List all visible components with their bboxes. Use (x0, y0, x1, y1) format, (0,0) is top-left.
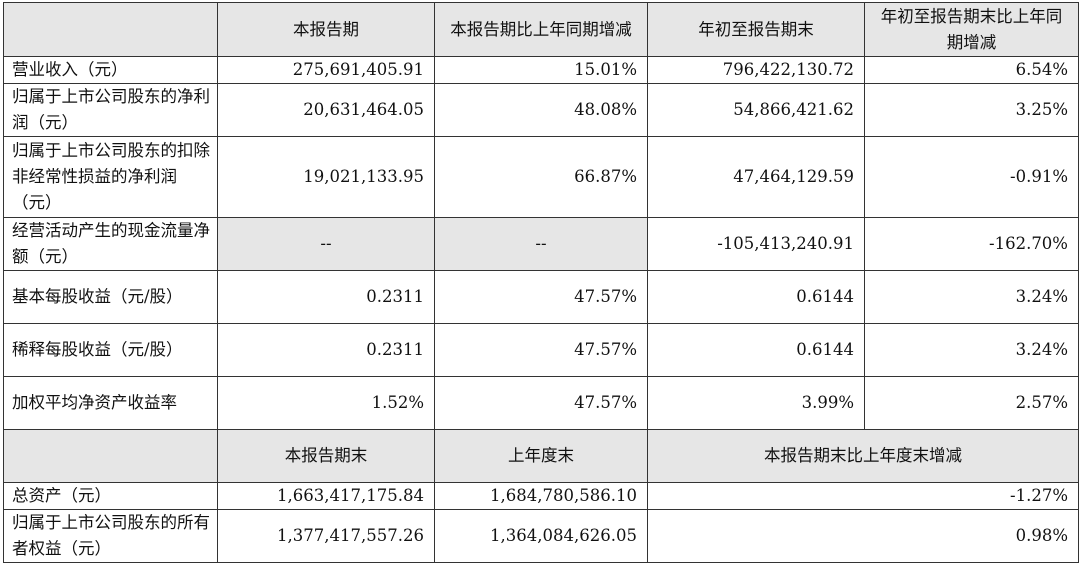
cell-value: 1,377,417,557.26 (217, 509, 435, 563)
cell-value: 1,684,780,586.10 (434, 482, 648, 510)
cell-value: 1.52% (217, 376, 435, 430)
table-row: 归属于上市公司股东的所有者权益（元） 1,377,417,557.26 1,36… (3, 509, 1079, 563)
cell-value: 15.01% (434, 56, 648, 84)
cell-value: -- (217, 217, 435, 271)
header-blank-cell (3, 2, 218, 57)
cell-value: 20,631,464.05 (217, 83, 435, 137)
row-label: 稀释每股收益（元/股） (3, 323, 218, 377)
table-row: 加权平均净资产收益率 1.52% 47.57% 3.99% 2.57% (3, 376, 1079, 430)
table-row: 稀释每股收益（元/股） 0.2311 47.57% 0.6144 3.24% (3, 323, 1079, 377)
cell-value: 19,021,133.95 (217, 136, 435, 218)
header-row: 本报告期 本报告期比上年同期增减 年初至报告期末 年初至报告期末比上年同期增减 (3, 2, 1079, 57)
cell-value: -- (434, 217, 648, 271)
cell-value: 47.57% (434, 376, 648, 430)
cell-value: 0.98% (647, 509, 1079, 563)
cell-value: 275,691,405.91 (217, 56, 435, 84)
cell-value: 6.54% (864, 56, 1079, 84)
cell-value: 66.87% (434, 136, 648, 218)
cell-value: 47.57% (434, 270, 648, 324)
cell-value: 0.6144 (647, 270, 865, 324)
cell-value: 1,364,084,626.05 (434, 509, 648, 563)
row-label: 营业收入（元） (3, 56, 218, 84)
table-row: 归属于上市公司股东的扣除非经常性损益的净利润（元） 19,021,133.95 … (3, 136, 1079, 218)
cell-value: -105,413,240.91 (647, 217, 865, 271)
cell-value: 796,422,130.72 (647, 56, 865, 84)
cell-value: 2.57% (864, 376, 1079, 430)
cell-value: 3.25% (864, 83, 1079, 137)
cell-value: 48.08% (434, 83, 648, 137)
cell-value: 54,866,421.62 (647, 83, 865, 137)
cell-value: 3.24% (864, 270, 1079, 324)
table-row: 归属于上市公司股东的净利润（元） 20,631,464.05 48.08% 54… (3, 83, 1079, 137)
header-current-period-change: 本报告期比上年同期增减 (434, 2, 648, 57)
header-row-2: 本报告期末 上年度末 本报告期末比上年度末增减 (3, 429, 1079, 483)
header-current-period: 本报告期 (217, 2, 435, 57)
row-label: 基本每股收益（元/股） (3, 270, 218, 324)
header-ytd-change: 年初至报告期末比上年同期增减 (864, 2, 1079, 57)
table-row: 基本每股收益（元/股） 0.2311 47.57% 0.6144 3.24% (3, 270, 1079, 324)
cell-value: 1,663,417,175.84 (217, 482, 435, 510)
table-row: 总资产（元） 1,663,417,175.84 1,684,780,586.10… (3, 482, 1079, 510)
cell-value: -0.91% (864, 136, 1079, 218)
table-row: 营业收入（元） 275,691,405.91 15.01% 796,422,13… (3, 56, 1079, 84)
cell-value: 47.57% (434, 323, 648, 377)
row-label: 归属于上市公司股东的扣除非经常性损益的净利润（元） (3, 136, 218, 218)
financial-summary-table: 本报告期 本报告期比上年同期增减 年初至报告期末 年初至报告期末比上年同期增减 … (3, 2, 1079, 563)
cell-value: 0.2311 (217, 323, 435, 377)
header2-blank-cell (3, 429, 218, 483)
table-row: 经营活动产生的现金流量净额（元） -- -- -105,413,240.91 -… (3, 217, 1079, 271)
row-label: 总资产（元） (3, 482, 218, 510)
row-label: 加权平均净资产收益率 (3, 376, 218, 430)
row-label: 归属于上市公司股东的净利润（元） (3, 83, 218, 137)
cell-value: 47,464,129.59 (647, 136, 865, 218)
cell-value: 0.2311 (217, 270, 435, 324)
row-label: 经营活动产生的现金流量净额（元） (3, 217, 218, 271)
header-ytd: 年初至报告期末 (647, 2, 865, 57)
cell-value: -162.70% (864, 217, 1079, 271)
cell-value: -1.27% (647, 482, 1079, 510)
header2-change: 本报告期末比上年度末增减 (647, 429, 1079, 483)
row-label: 归属于上市公司股东的所有者权益（元） (3, 509, 218, 563)
header2-last-year-end: 上年度末 (434, 429, 648, 483)
header2-period-end: 本报告期末 (217, 429, 435, 483)
cell-value: 3.99% (647, 376, 865, 430)
cell-value: 3.24% (864, 323, 1079, 377)
cell-value: 0.6144 (647, 323, 865, 377)
